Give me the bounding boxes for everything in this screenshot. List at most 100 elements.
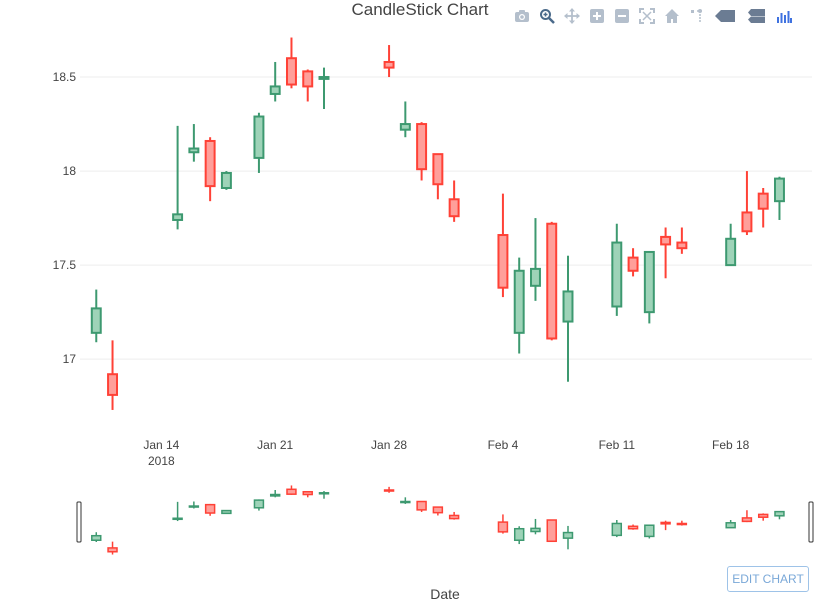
x-tick-label: Jan 28 xyxy=(371,438,407,452)
spike-lines-icon[interactable] xyxy=(687,6,707,26)
main-candles[interactable] xyxy=(90,37,785,410)
candle-body xyxy=(757,192,769,210)
candle[interactable] xyxy=(660,227,672,279)
candle[interactable] xyxy=(773,176,785,220)
pan-icon[interactable] xyxy=(562,6,582,26)
y-tick-label: 17 xyxy=(63,352,77,366)
candle[interactable] xyxy=(269,61,281,102)
hover-compare-icon[interactable] xyxy=(743,6,769,26)
edit-chart-button[interactable]: EDIT CHART xyxy=(727,566,809,592)
candle[interactable] xyxy=(643,250,655,324)
candle-mini[interactable] xyxy=(497,514,509,534)
plotly-logo-icon[interactable] xyxy=(774,6,794,26)
candle-mini[interactable] xyxy=(757,513,769,521)
candle-mini[interactable] xyxy=(611,520,623,538)
slider-handle-right[interactable] xyxy=(808,501,814,543)
candle-body xyxy=(773,177,785,203)
candle-mini[interactable] xyxy=(107,541,118,555)
candle-mini[interactable] xyxy=(676,520,688,526)
candle-mini[interactable] xyxy=(91,532,102,542)
candle-mini[interactable] xyxy=(302,490,313,498)
candle[interactable] xyxy=(611,223,623,316)
candle[interactable] xyxy=(497,193,509,298)
candle-mini[interactable] xyxy=(546,519,557,543)
candle-mini[interactable] xyxy=(562,525,574,550)
candle[interactable] xyxy=(220,171,232,190)
candle-mini[interactable] xyxy=(253,499,265,511)
zoom-icon[interactable] xyxy=(537,6,557,26)
candle-mini[interactable] xyxy=(269,489,281,498)
candle-body xyxy=(757,513,769,518)
candle-body xyxy=(562,531,574,539)
candle-body xyxy=(546,222,558,340)
candle[interactable] xyxy=(416,122,428,181)
candle-mini[interactable] xyxy=(627,524,639,530)
candle-body xyxy=(432,506,444,514)
candle-body xyxy=(513,527,525,541)
candle-mini[interactable] xyxy=(432,506,444,516)
candle-mini[interactable] xyxy=(741,510,753,523)
candle[interactable] xyxy=(302,69,314,102)
candle[interactable] xyxy=(383,45,395,78)
candle-mini[interactable] xyxy=(318,491,330,499)
hover-closest-icon[interactable] xyxy=(712,6,738,26)
zoom-in-icon[interactable] xyxy=(587,6,607,26)
candle-body xyxy=(643,250,655,314)
range-slider[interactable] xyxy=(76,485,814,555)
candle-mini[interactable] xyxy=(725,520,736,529)
camera-icon[interactable] xyxy=(512,6,532,26)
candle[interactable] xyxy=(107,340,119,410)
candle[interactable] xyxy=(562,255,574,382)
candle[interactable] xyxy=(725,223,737,267)
candle-body xyxy=(399,123,411,131)
y-axis-ticks: 17 17.5 18 18.5 xyxy=(53,70,77,366)
candle-mini[interactable] xyxy=(774,510,785,520)
candle[interactable] xyxy=(432,153,444,200)
candle-mini[interactable] xyxy=(448,511,460,520)
candle-mini[interactable] xyxy=(400,497,411,504)
candle-body xyxy=(741,211,753,233)
candle-mini[interactable] xyxy=(513,526,525,545)
candle-body xyxy=(627,256,639,272)
candle[interactable] xyxy=(448,180,460,222)
candle[interactable] xyxy=(399,101,411,138)
candle-mini[interactable] xyxy=(416,500,427,512)
candle[interactable] xyxy=(757,188,769,228)
candle[interactable] xyxy=(529,218,541,301)
candle-mini[interactable] xyxy=(221,509,232,515)
candle[interactable] xyxy=(546,221,558,341)
candle[interactable] xyxy=(172,125,184,230)
candle-body xyxy=(188,147,200,154)
candle[interactable] xyxy=(627,248,639,277)
candle[interactable] xyxy=(676,227,688,254)
candle-mini[interactable] xyxy=(660,520,671,531)
candle-body xyxy=(725,522,736,529)
candle[interactable] xyxy=(253,112,265,173)
candle-mini[interactable] xyxy=(530,518,541,535)
candle-body xyxy=(432,153,444,186)
candle[interactable] xyxy=(90,289,102,343)
candle[interactable] xyxy=(204,137,216,202)
candle-body xyxy=(400,500,411,504)
candle-mini[interactable] xyxy=(172,501,183,522)
home-icon[interactable] xyxy=(662,6,682,26)
candle-mini[interactable] xyxy=(286,485,297,495)
candle-mini[interactable] xyxy=(383,486,395,493)
candle[interactable] xyxy=(318,67,330,109)
candle-body xyxy=(269,493,281,497)
candle-mini[interactable] xyxy=(204,503,216,516)
autoscale-icon[interactable] xyxy=(637,6,657,26)
y-tick-label: 18.5 xyxy=(53,70,77,84)
candle[interactable] xyxy=(741,171,753,236)
zoom-out-icon[interactable] xyxy=(612,6,632,26)
candle-mini[interactable] xyxy=(644,524,655,539)
candle-mini[interactable] xyxy=(188,501,200,509)
candle-body xyxy=(383,60,395,69)
slider-handle-left[interactable] xyxy=(76,501,82,543)
candle[interactable] xyxy=(513,257,525,354)
candle-body xyxy=(253,499,265,509)
candle[interactable] xyxy=(285,37,297,89)
candle[interactable] xyxy=(188,124,200,162)
y-tick-label: 18 xyxy=(63,164,77,178)
candle-body xyxy=(644,524,655,538)
